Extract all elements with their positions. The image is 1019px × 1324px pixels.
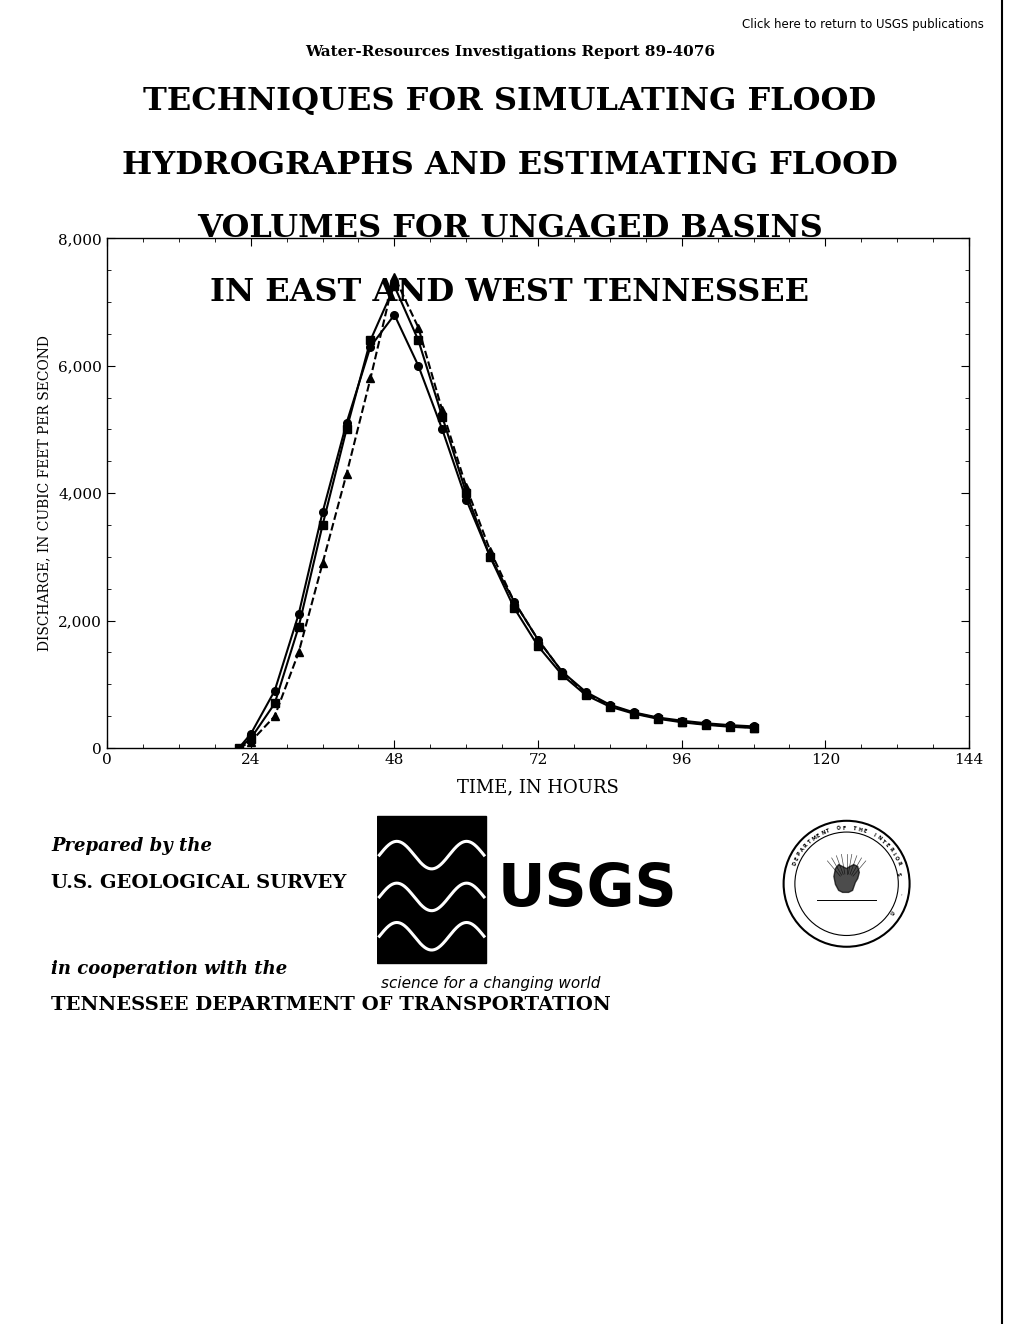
Text: T: T xyxy=(806,839,812,845)
Text: O: O xyxy=(893,855,899,862)
Bar xyxy=(377,816,485,964)
Text: S: S xyxy=(898,871,903,875)
Text: F: F xyxy=(842,826,845,830)
Text: TENNESSEE DEPARTMENT OF TRANSPORTATION: TENNESSEE DEPARTMENT OF TRANSPORTATION xyxy=(51,996,610,1014)
Text: science for a changing world: science for a changing world xyxy=(381,976,600,990)
Text: Click here to return to USGS publications: Click here to return to USGS publication… xyxy=(742,19,983,30)
Text: TECHNIQUES FOR SIMULATING FLOOD: TECHNIQUES FOR SIMULATING FLOOD xyxy=(144,86,875,117)
Text: Water-Resources Investigations Report 89-4076: Water-Resources Investigations Report 89… xyxy=(305,45,714,60)
Text: I: I xyxy=(871,833,875,838)
Text: R: R xyxy=(887,846,893,853)
Text: N: N xyxy=(875,835,881,842)
Text: U.S. GEOLOGICAL SURVEY: U.S. GEOLOGICAL SURVEY xyxy=(51,874,346,892)
Text: R: R xyxy=(895,861,901,866)
Text: H: H xyxy=(856,826,861,833)
Text: E: E xyxy=(883,842,890,849)
Text: R: R xyxy=(802,842,808,849)
X-axis label: TIME, IN HOURS: TIME, IN HOURS xyxy=(457,779,619,796)
Text: VOLUMES FOR UNGAGED BASINS: VOLUMES FOR UNGAGED BASINS xyxy=(197,213,822,244)
Text: P: P xyxy=(796,851,802,857)
Text: E: E xyxy=(862,829,866,834)
Text: D: D xyxy=(791,861,797,866)
Text: I: I xyxy=(890,851,896,855)
Text: U: U xyxy=(890,911,896,916)
Text: N: N xyxy=(819,830,825,837)
Text: O: O xyxy=(836,826,841,831)
Text: E: E xyxy=(815,833,820,838)
Text: A: A xyxy=(799,846,805,853)
Text: USGS: USGS xyxy=(497,861,677,918)
Text: .: . xyxy=(891,851,896,857)
Text: T: T xyxy=(852,826,856,831)
Text: HYDROGRAPHS AND ESTIMATING FLOOD: HYDROGRAPHS AND ESTIMATING FLOOD xyxy=(122,150,897,180)
Text: Prepared by the: Prepared by the xyxy=(51,837,212,855)
Text: IN EAST AND WEST TENNESSEE: IN EAST AND WEST TENNESSEE xyxy=(210,277,809,307)
Text: .: . xyxy=(898,892,903,895)
Text: E: E xyxy=(793,855,799,861)
Y-axis label: DISCHARGE, IN CUBIC FEET PER SECOND: DISCHARGE, IN CUBIC FEET PER SECOND xyxy=(38,335,51,651)
Text: in cooperation with the: in cooperation with the xyxy=(51,960,287,978)
Text: T: T xyxy=(825,829,829,834)
Text: T: T xyxy=(879,839,886,845)
Text: M: M xyxy=(810,835,817,842)
Polygon shape xyxy=(834,865,858,892)
